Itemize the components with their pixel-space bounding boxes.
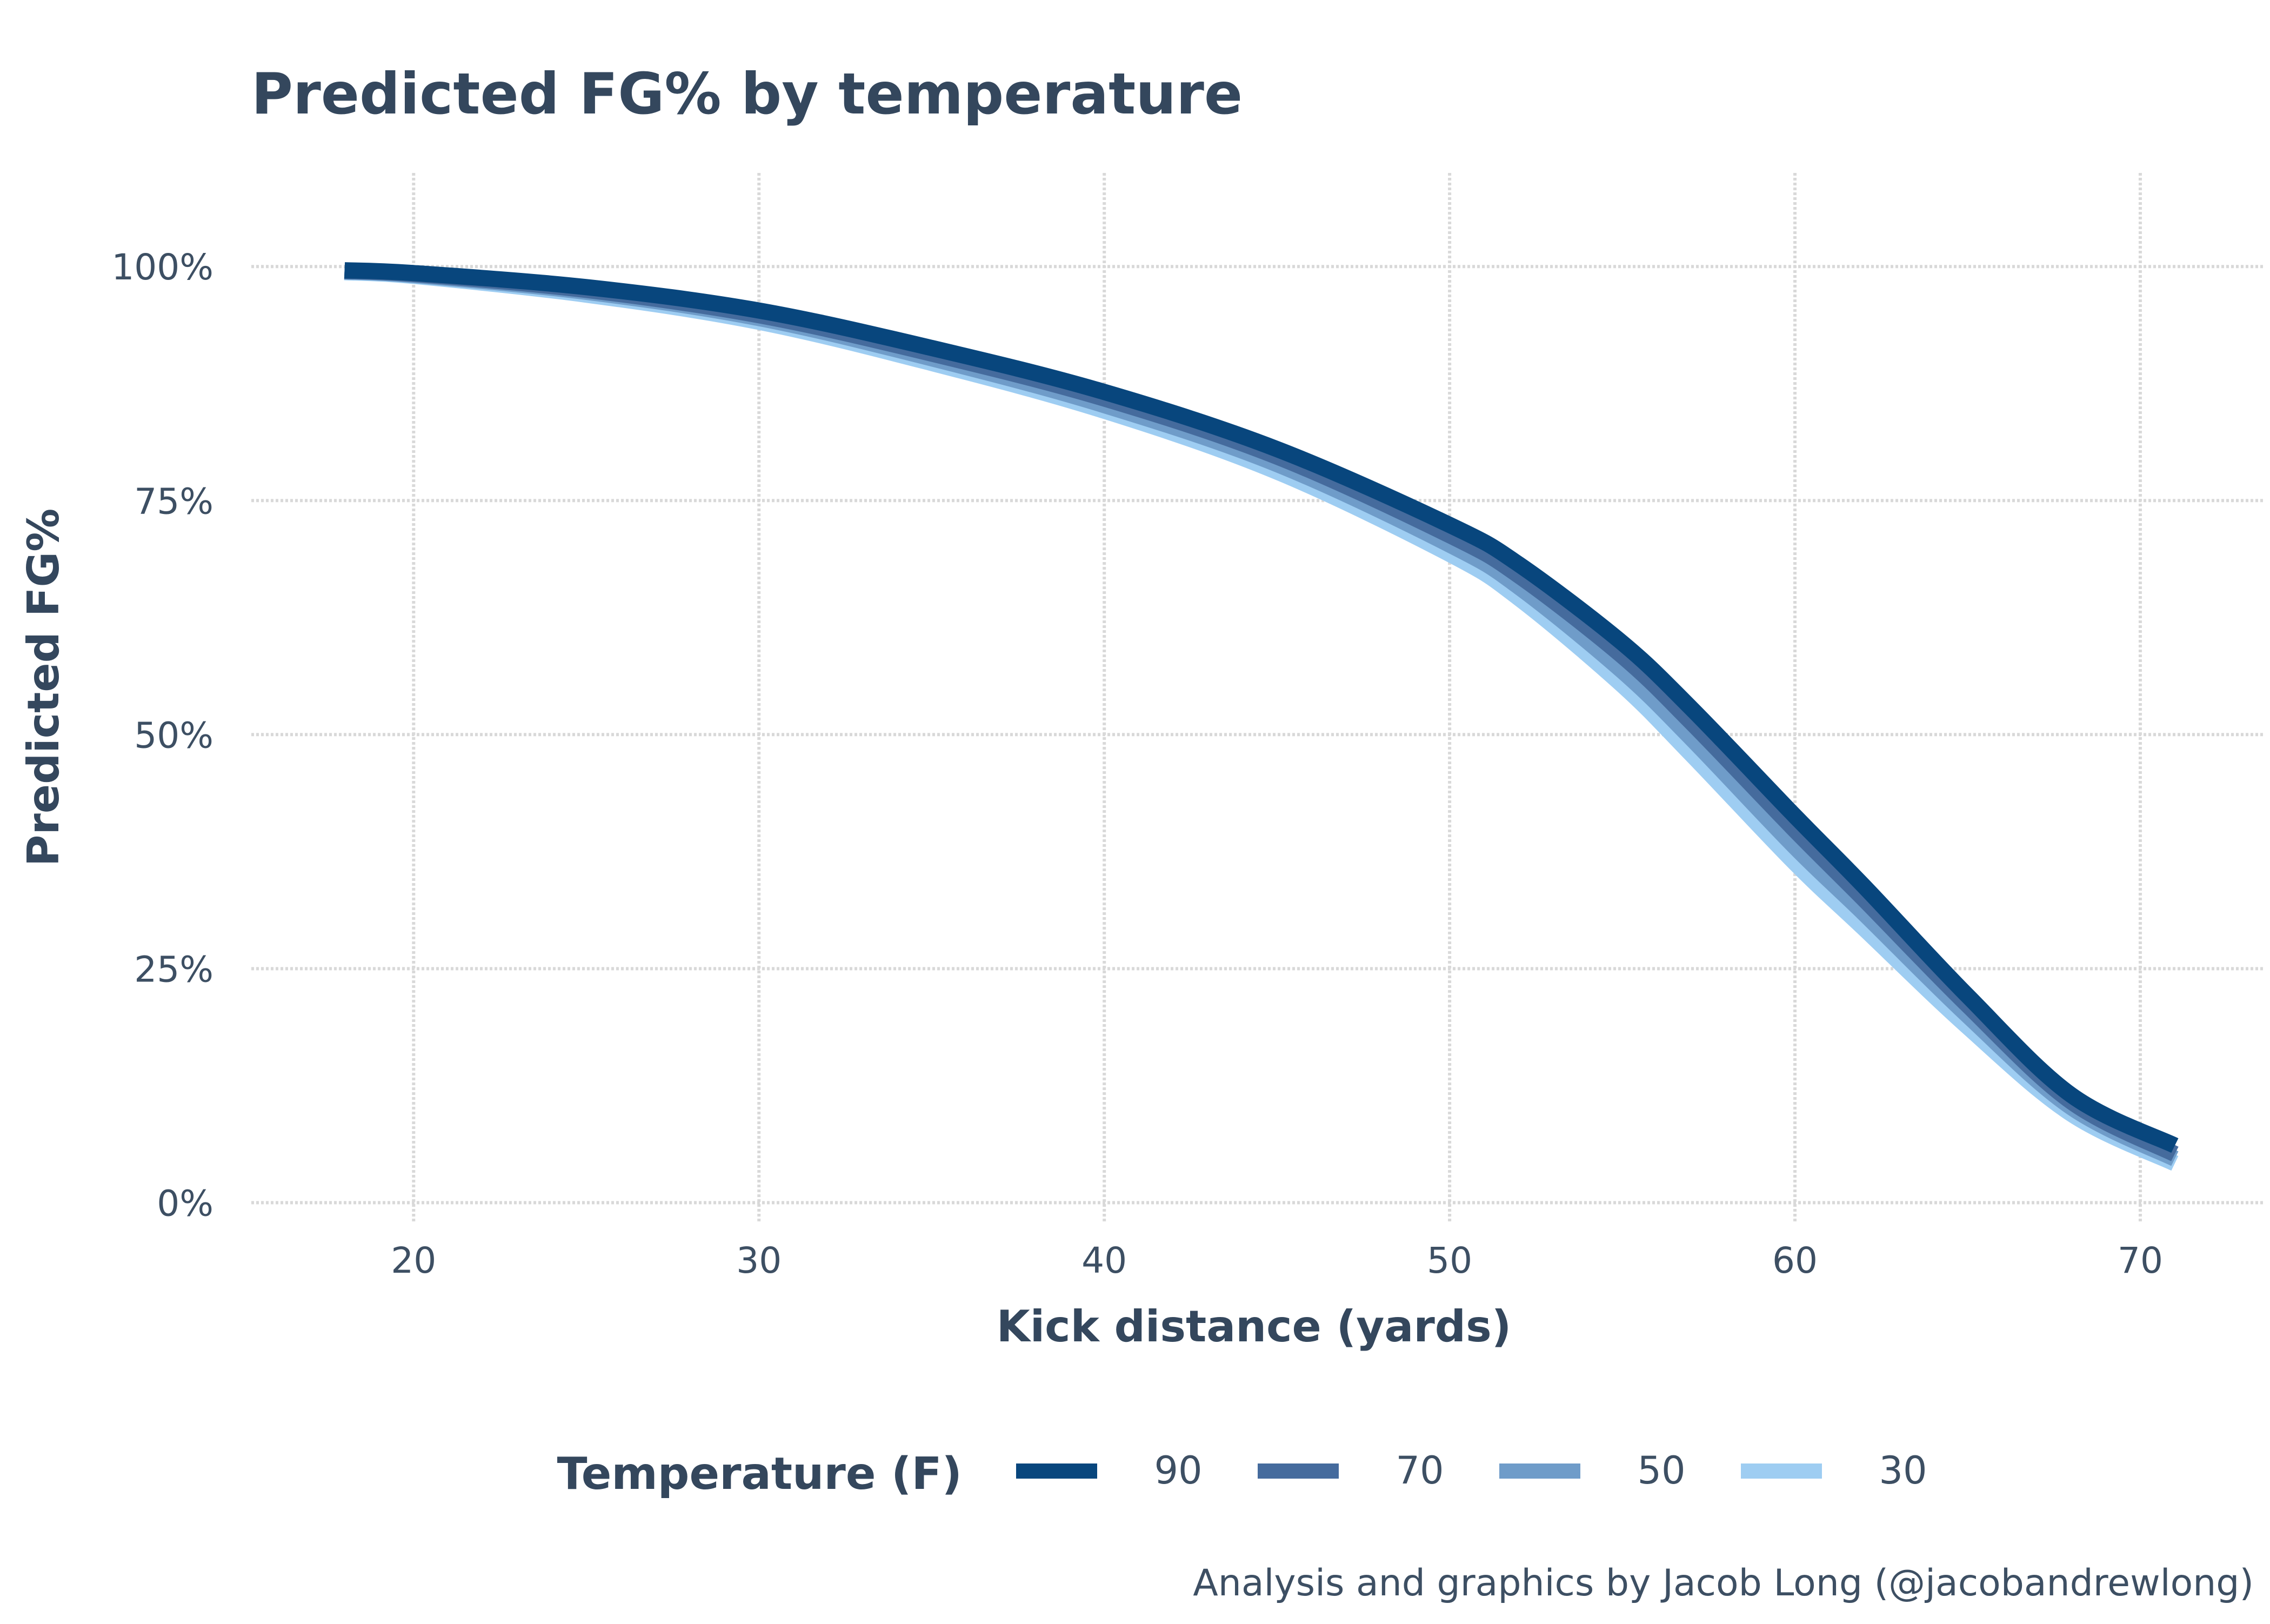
x-tick-label: 20	[391, 1240, 436, 1281]
x-axis-ticks: 20 30 40 50 60 70	[391, 1240, 2163, 1281]
legend-title: Temperature (F)	[557, 1448, 962, 1500]
x-tick-label: 50	[1427, 1240, 1472, 1281]
x-tick-label: 40	[1081, 1240, 1127, 1281]
y-tick-label: 50%	[134, 714, 213, 756]
y-tick-label: 0%	[157, 1182, 213, 1224]
x-axis-label: Kick distance (yards)	[997, 1301, 1512, 1352]
chart-caption: Analysis and graphics by Jacob Long (@ja…	[1193, 1562, 2254, 1605]
y-tick-label: 75%	[134, 480, 213, 522]
plot-series	[344, 262, 2179, 1171]
y-axis-ticks: 0% 25% 50% 75% 100%	[111, 246, 213, 1224]
legend-label-30: 30	[1879, 1448, 1927, 1493]
y-tick-label: 100%	[111, 246, 213, 288]
y-axis-label: Predicted FG%	[18, 509, 69, 867]
series-line-90	[344, 262, 2179, 1153]
y-tick-label: 25%	[134, 948, 213, 990]
legend: 90 70 50 30	[1016, 1448, 1927, 1493]
x-tick-label: 30	[736, 1240, 782, 1281]
x-tick-label: 60	[1772, 1240, 1818, 1281]
x-tick-label: 70	[2118, 1240, 2163, 1281]
legend-label-90: 90	[1154, 1448, 1202, 1493]
legend-label-70: 70	[1396, 1448, 1444, 1493]
chart-title: Predicted FG% by temperature	[251, 61, 1243, 127]
legend-label-50: 50	[1637, 1448, 1685, 1493]
